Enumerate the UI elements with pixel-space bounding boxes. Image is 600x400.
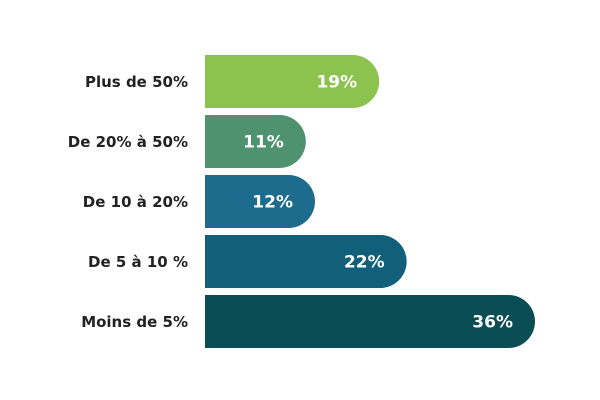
value-label: 12% (252, 193, 293, 213)
value-label: 11% (243, 133, 284, 153)
value-label: 19% (316, 73, 357, 93)
bar (205, 55, 380, 108)
category-label: De 10 à 20% (83, 193, 188, 211)
bar (205, 235, 407, 288)
bar (205, 115, 306, 168)
bar (205, 175, 315, 228)
value-label: 36% (472, 313, 513, 333)
value-label: 22% (344, 253, 385, 273)
category-label: De 20% à 50% (68, 133, 188, 151)
category-label: De 5 à 10 % (88, 253, 188, 271)
category-label: Plus de 50% (85, 73, 188, 91)
bar (205, 295, 535, 348)
category-label: Moins de 5% (81, 313, 188, 331)
